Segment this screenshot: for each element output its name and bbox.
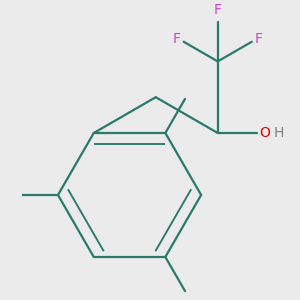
Text: O: O [260, 126, 271, 140]
Text: F: F [214, 3, 222, 17]
Text: H: H [274, 126, 284, 140]
Text: F: F [173, 32, 181, 46]
Text: F: F [254, 32, 262, 46]
